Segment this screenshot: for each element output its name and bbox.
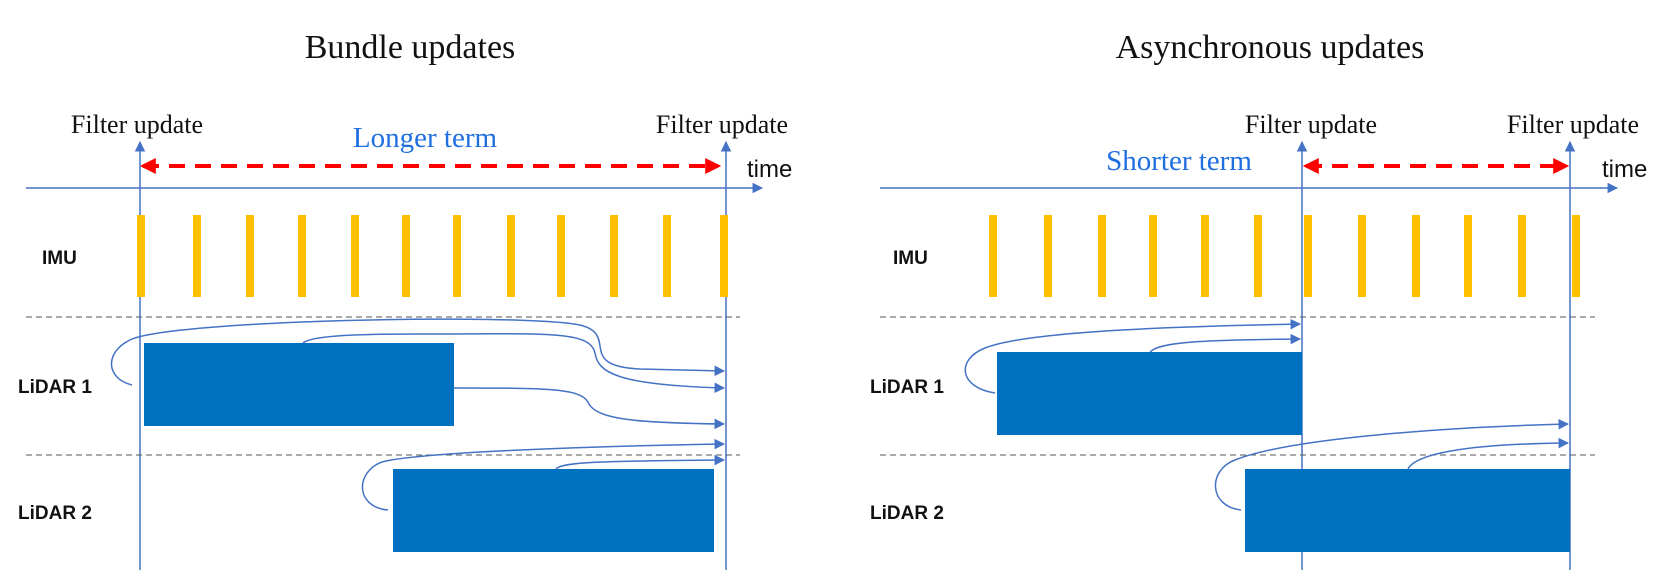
imu-tick (402, 215, 410, 297)
imu-tick (557, 215, 565, 297)
data-flow-curves (110, 318, 726, 511)
panel-asynchronous-updates: Asynchronous updates Filter update Filte… (870, 29, 1647, 570)
flow-curve (555, 454, 726, 470)
panel-title: Asynchronous updates (1116, 29, 1425, 66)
flow-curve (453, 387, 726, 430)
imu-tick (663, 215, 671, 297)
flow-curve (964, 318, 1302, 394)
flow-curve (361, 438, 726, 511)
imu-tick (351, 215, 359, 297)
term-label: Shorter term (1106, 145, 1252, 177)
imu-measurements (989, 215, 1580, 297)
imu-tick (1254, 215, 1262, 297)
term-label: Longer term (353, 122, 498, 154)
imu-tick (720, 215, 728, 297)
imu-tick (1044, 215, 1052, 297)
lidar-2-scan-block (1245, 469, 1570, 552)
imu-tick (137, 215, 145, 297)
panel-bundle-updates: Bundle updates Filter update Filter upda… (18, 29, 792, 570)
imu-measurements (137, 215, 728, 297)
imu-tick (1464, 215, 1472, 297)
imu-tick (989, 215, 997, 297)
data-flow-curves (964, 318, 1570, 511)
imu-tick (1412, 215, 1420, 297)
lidar-1-scan-block (144, 343, 454, 426)
flow-curve (302, 332, 726, 393)
flow-curve (110, 318, 726, 386)
panel-title: Bundle updates (305, 29, 516, 66)
imu-tick (1572, 215, 1580, 297)
imu-tick (453, 215, 461, 297)
filter-update-label: Filter update (656, 110, 788, 139)
imu-tick (1518, 215, 1526, 297)
imu-tick (1358, 215, 1366, 297)
imu-tick (246, 215, 254, 297)
row-label-lidar-2: LiDAR 2 (870, 503, 944, 524)
imu-tick (1098, 215, 1106, 297)
imu-tick (193, 215, 201, 297)
filter-update-label: Filter update (1507, 110, 1639, 139)
flow-curve (1407, 437, 1570, 470)
flow-curve (1214, 418, 1570, 511)
filter-update-label: Filter update (71, 110, 203, 139)
imu-tick (1201, 215, 1209, 297)
lidar-1-scan-block (997, 352, 1302, 435)
filter-update-label: Filter update (1245, 110, 1377, 139)
imu-tick (507, 215, 515, 297)
flow-curve (1149, 333, 1302, 353)
imu-tick (1149, 215, 1157, 297)
imu-tick (610, 215, 618, 297)
row-label-lidar-1: LiDAR 1 (870, 377, 944, 398)
imu-tick (1304, 215, 1312, 297)
time-label: time (1602, 156, 1647, 183)
time-label: time (747, 156, 792, 183)
row-label-imu: IMU (893, 248, 928, 269)
row-label-lidar-1: LiDAR 1 (18, 377, 92, 398)
lidar-2-scan-block (393, 469, 714, 552)
row-label-imu: IMU (42, 248, 77, 269)
imu-tick (298, 215, 306, 297)
row-label-lidar-2: LiDAR 2 (18, 503, 92, 524)
